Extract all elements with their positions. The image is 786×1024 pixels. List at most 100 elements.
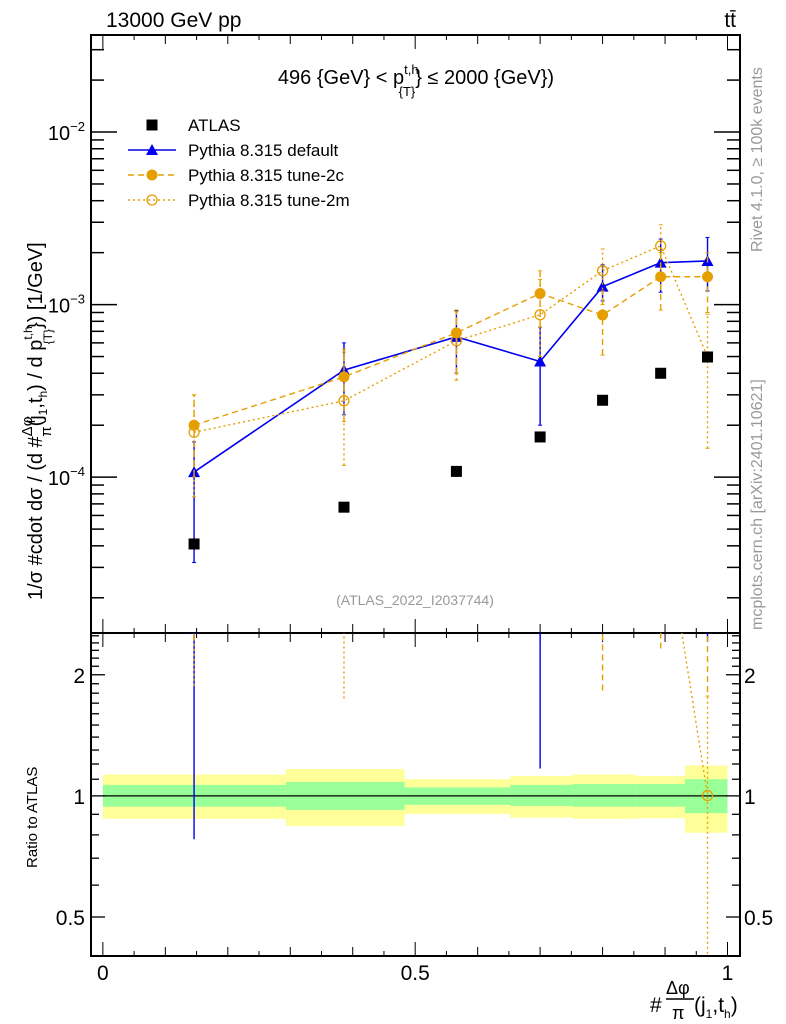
- svg-text:#: #: [650, 994, 662, 1017]
- x-tick-label: 0.5: [401, 962, 430, 985]
- main-title: 496 {GeV} < pt,h {T}} ≤ 2000 {GeV}): [278, 62, 554, 99]
- ratio-point: [338, 487, 349, 498]
- ratio-point: [535, 456, 546, 467]
- xlabel-a: #: [650, 994, 662, 1017]
- data-point-pythia-8-315-default: [596, 280, 609, 292]
- watermark: (ATLAS_2022_I2037744): [336, 592, 494, 608]
- y-tick-base: 10: [48, 123, 70, 145]
- ratio-y-tick-label: 0.5: [744, 907, 773, 930]
- ratio-y-tick-label: 1: [73, 786, 85, 809]
- ratio-point: [597, 525, 609, 536]
- ratio-point: [655, 532, 667, 543]
- data-point-pythia-8-315-tune-2c: [655, 271, 667, 283]
- ratio-point: [450, 476, 462, 487]
- xlabel-b: (j: [694, 994, 706, 1017]
- legend-entry: ATLAS: [146, 116, 241, 135]
- ratio-y-tick-label: 2: [73, 665, 85, 688]
- ylabel-e: }) [1/GeV]: [25, 242, 47, 329]
- ratio-point: [656, 494, 666, 504]
- ratio-point: [535, 506, 545, 516]
- ratio-point: [451, 486, 461, 496]
- data-point-atlas: [188, 538, 200, 550]
- ratio-line-pythia-8-315-tune-2m: [681, 633, 709, 796]
- y-tick-exponent: −3: [70, 292, 85, 307]
- header-process: tt̄: [724, 9, 736, 32]
- series-line-pythia-8-315-tune-2c: [193, 276, 708, 426]
- xlabel-c: ,t: [712, 994, 724, 1017]
- series-line-pythia-8-315-default: [193, 260, 708, 473]
- title-post: } ≤ 2000 {GeV}): [415, 67, 554, 89]
- y-tick-exponent: −4: [70, 464, 85, 479]
- ratio-y-tick-label: 1: [744, 786, 756, 809]
- legend-label: ATLAS: [188, 116, 241, 135]
- ratio-point: [598, 489, 608, 499]
- svg-text:(j1,th): (j1,th): [694, 994, 738, 1021]
- ylabel-d-sup: t,h: [21, 326, 35, 339]
- data-point-pythia-8-315-tune-2c: [534, 287, 546, 299]
- ylabel-b-sub: 1: [36, 408, 50, 415]
- title-sup: t,h: [404, 62, 418, 77]
- xlabel-frac-num: Δφ: [666, 978, 690, 998]
- data-point-atlas: [450, 465, 462, 477]
- data-point-pythia-8-315-tune-2c: [597, 309, 609, 321]
- ratio-line-pythia-8-315-tune-2c: [194, 461, 707, 608]
- data-point-pythia-8-315-tune-2c: [338, 371, 350, 383]
- ratio-point: [339, 543, 349, 553]
- legend-label: Pythia 8.315 tune-2m: [188, 191, 350, 210]
- data-point-atlas: [338, 501, 350, 513]
- svg-text:1/σ #cdot dσ / (d #Δφπ(j1,th): 1/σ #cdot dσ / (d #Δφ π(j1,th) / d pt,h {T…: [19, 242, 55, 600]
- ratio-point: [655, 565, 666, 576]
- xlabel-c-sub: h: [724, 1007, 731, 1021]
- data-point-atlas: [597, 394, 609, 406]
- ylabel-frac-den: π: [38, 426, 55, 436]
- ratio-data: [188, 456, 714, 956]
- xlabel-b-sub: 1: [706, 1007, 713, 1021]
- title-pre: 496 {GeV} < p: [278, 67, 404, 89]
- data-point-pythia-8-315-tune-2m: [596, 265, 609, 277]
- y-tick-exponent: −2: [70, 119, 85, 134]
- legend-label: Pythia 8.315 default: [188, 141, 339, 160]
- data-point-atlas: [655, 367, 667, 379]
- legend: ATLAS Pythia 8.315 default Pythia 8.315 tu…: [128, 116, 350, 210]
- data-point-pythia-8-315-tune-2m: [338, 395, 350, 407]
- ylabel-frac-num: Δφ: [19, 416, 36, 436]
- xlabel-d: ): [731, 994, 738, 1017]
- ratio-panel: 0 0.5 1 2 2 1 1 0.5 0.5: [56, 456, 773, 985]
- ratio-point: [188, 633, 201, 634]
- x-tick-label: 0: [97, 962, 109, 985]
- ratio-point: [702, 603, 713, 614]
- mcplots-label: mcplots.cern.ch [arXiv:2401.10621]: [749, 379, 766, 630]
- legend-entry: Pythia 8.315 tune-2c: [128, 166, 344, 185]
- data-point-pythia-8-315-tune-2m: [188, 426, 200, 438]
- legend-label: Pythia 8.315 tune-2c: [188, 166, 344, 185]
- y-tick-label: 10−3: [48, 292, 85, 318]
- ratio-y-axis-label: Ratio to ATLAS: [24, 767, 41, 868]
- y-tick-label: 10−2: [48, 119, 85, 145]
- x-tick-label: 1: [722, 962, 734, 985]
- ylabel-c: ,t: [25, 397, 47, 409]
- ratio-point: [338, 470, 350, 481]
- ratio-point: [597, 592, 608, 603]
- rivet-label: Rivet 4.1.0, ≥ 100k events: [749, 67, 766, 252]
- y-tick-base: 10: [48, 468, 70, 490]
- ylabel-d: ) / d p: [25, 340, 47, 391]
- legend-entry: Pythia 8.315 tune-2m: [128, 191, 350, 210]
- legend-marker: [146, 194, 158, 206]
- header-energy: 13000 GeV pp: [106, 9, 241, 32]
- ylabel-b: (j: [25, 415, 47, 426]
- data-point-pythia-8-315-tune-2c: [450, 327, 462, 339]
- data-point-pythia-8-315-default: [534, 355, 547, 367]
- data-point-pythia-8-315-tune-2m: [534, 309, 546, 321]
- data-point-pythia-8-315-tune-2m: [655, 240, 667, 252]
- y-tick-base: 10: [48, 296, 70, 318]
- y-tick-label: 10−4: [48, 464, 85, 490]
- legend-marker: [146, 169, 158, 181]
- data-point-atlas: [702, 351, 714, 363]
- legend-marker: [146, 119, 158, 131]
- ratio-y-tick-label: 0.5: [56, 907, 85, 930]
- ratio-y-tick-label: 2: [744, 665, 756, 688]
- data-point-pythia-8-315-tune-2m: [450, 335, 463, 347]
- legend-entry: Pythia 8.315 default: [128, 141, 339, 160]
- main-data: [188, 224, 714, 564]
